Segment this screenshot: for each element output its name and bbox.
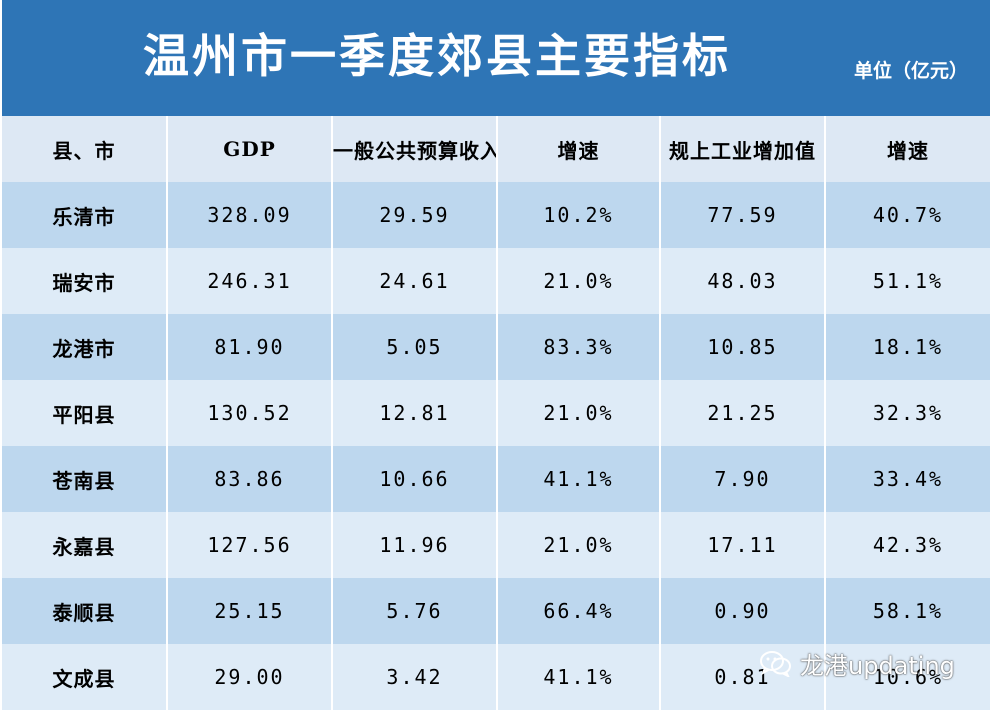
value-cell: 33.4% [824, 446, 990, 512]
watermark: 龙港updating [760, 646, 955, 681]
table-row: 苍南县 83.86 10.66 41.1% 7.90 33.4% [2, 446, 990, 512]
column-header-revenue-growth: 增速 [496, 116, 660, 182]
county-name-cell: 泰顺县 [2, 578, 167, 644]
table-row: 乐清市 328.09 29.59 10.2% 77.59 40.7% [2, 182, 990, 248]
value-cell: 0.90 [659, 578, 825, 644]
value-cell: 42.3% [824, 512, 990, 578]
value-cell: 29.00 [166, 644, 332, 710]
value-cell: 81.90 [166, 314, 332, 380]
value-cell: 51.1% [824, 248, 990, 314]
value-cell: 18.1% [824, 314, 990, 380]
value-cell: 246.31 [166, 248, 332, 314]
table-row: 永嘉县 127.56 11.96 21.0% 17.11 42.3% [2, 512, 990, 578]
table-header-row: 县、市 GDP 一般公共预算收入 增速 规上工业增加值 增速 [2, 116, 990, 182]
wechat-icon [760, 650, 791, 677]
value-cell: 24.61 [331, 248, 497, 314]
column-header-gdp: GDP [166, 116, 332, 182]
table-row: 泰顺县 25.15 5.76 66.4% 0.90 58.1% [2, 578, 990, 644]
value-cell: 10.2% [496, 182, 660, 248]
column-header-industrial-value: 规上工业增加值 [659, 116, 825, 182]
value-cell: 10.6% [824, 644, 990, 710]
county-name-cell: 苍南县 [2, 446, 167, 512]
column-header-county: 县、市 [2, 116, 167, 182]
title-banner: 温州市一季度郊县主要指标 单位（亿元） [2, 0, 990, 116]
value-cell: 66.4% [496, 578, 660, 644]
table-row: 瑞安市 246.31 24.61 21.0% 48.03 51.1% [2, 248, 990, 314]
value-cell: 10.85 [659, 314, 825, 380]
table-row: 平阳县 130.52 12.81 21.0% 21.25 32.3% [2, 380, 990, 446]
value-cell: 58.1% [824, 578, 990, 644]
unit-label: 单位（亿元） [853, 60, 968, 82]
column-header-industrial-growth: 增速 [824, 116, 990, 182]
value-cell: 32.3% [824, 380, 990, 446]
value-cell: 17.11 [659, 512, 825, 578]
value-cell: 21.0% [496, 380, 660, 446]
county-name-cell: 平阳县 [2, 380, 167, 446]
county-name-cell: 瑞安市 [2, 248, 167, 314]
value-cell: 40.7% [824, 182, 990, 248]
value-cell: 12.81 [331, 380, 497, 446]
column-header-budget-revenue: 一般公共预算收入 [331, 116, 497, 182]
value-cell: 7.90 [659, 446, 825, 512]
county-name-cell: 乐清市 [2, 182, 167, 248]
value-cell: 48.03 [659, 248, 825, 314]
value-cell: 5.76 [331, 578, 497, 644]
value-cell: 10.66 [331, 446, 497, 512]
value-cell: 41.1% [496, 644, 660, 710]
watermark-text: 龙港updating [800, 652, 955, 680]
value-cell: 25.15 [166, 578, 332, 644]
value-cell: 328.09 [166, 182, 332, 248]
value-cell: 130.52 [166, 380, 332, 446]
table-row: 文成县 29.00 3.42 41.1% 0.81 10.6% [2, 644, 990, 710]
table-row: 龙港市 81.90 5.05 83.3% 10.85 18.1% [2, 314, 990, 380]
value-cell: 83.3% [496, 314, 660, 380]
value-cell: 3.42 [331, 644, 497, 710]
county-name-cell: 龙港市 [2, 314, 167, 380]
page-title: 温州市一季度郊县主要指标 [143, 29, 731, 83]
county-name-cell: 永嘉县 [2, 512, 167, 578]
value-cell: 5.05 [331, 314, 497, 380]
value-cell: 21.0% [496, 248, 660, 314]
value-cell: 83.86 [166, 446, 332, 512]
value-cell: 11.96 [331, 512, 497, 578]
value-cell: 127.56 [166, 512, 332, 578]
value-cell: 29.59 [331, 182, 497, 248]
value-cell: 21.25 [659, 380, 825, 446]
value-cell: 21.0% [496, 512, 660, 578]
value-cell: 0.81 [659, 644, 825, 710]
value-cell: 77.59 [659, 182, 825, 248]
value-cell: 41.1% [496, 446, 660, 512]
indicator-table: 县、市 GDP 一般公共预算收入 增速 规上工业增加值 增速 乐清市 328.09… [2, 116, 990, 710]
county-name-cell: 文成县 [2, 644, 167, 710]
